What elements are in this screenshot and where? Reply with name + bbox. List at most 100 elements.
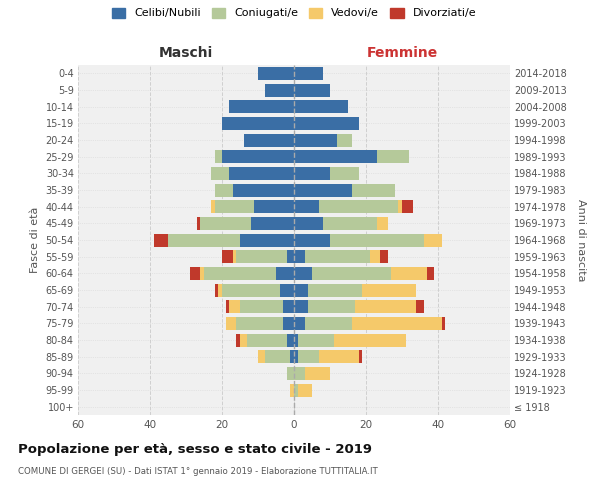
Bar — [258, 350, 265, 363]
Bar — [154, 234, 168, 246]
Bar — [236, 250, 287, 263]
Bar — [323, 217, 377, 230]
Bar — [287, 367, 294, 380]
Bar — [244, 134, 294, 146]
Bar — [287, 334, 294, 346]
Bar — [294, 250, 305, 263]
Bar — [294, 334, 298, 346]
Bar — [247, 334, 287, 346]
Bar — [294, 300, 308, 313]
Bar — [334, 334, 406, 346]
Bar — [359, 350, 362, 363]
Bar — [330, 234, 424, 246]
Bar — [276, 267, 294, 280]
Bar — [380, 250, 388, 263]
Y-axis label: Fasce di età: Fasce di età — [30, 207, 40, 273]
Bar — [312, 267, 391, 280]
Bar — [211, 200, 215, 213]
Bar — [308, 284, 362, 296]
Bar — [391, 267, 427, 280]
Bar — [330, 167, 359, 180]
Bar — [294, 200, 319, 213]
Bar — [294, 317, 305, 330]
Bar — [226, 300, 229, 313]
Bar — [236, 317, 283, 330]
Bar — [416, 300, 424, 313]
Bar — [229, 300, 240, 313]
Bar — [294, 67, 323, 80]
Text: Popolazione per età, sesso e stato civile - 2019: Popolazione per età, sesso e stato civil… — [18, 442, 372, 456]
Bar — [305, 250, 370, 263]
Bar — [294, 384, 298, 396]
Bar — [218, 284, 222, 296]
Bar — [168, 234, 240, 246]
Bar — [222, 150, 294, 163]
Bar — [370, 250, 380, 263]
Bar — [233, 184, 294, 196]
Bar — [294, 117, 359, 130]
Bar — [280, 284, 294, 296]
Bar — [215, 284, 218, 296]
Bar — [197, 217, 200, 230]
Y-axis label: Anni di nascita: Anni di nascita — [577, 198, 586, 281]
Bar — [215, 184, 233, 196]
Bar — [190, 267, 200, 280]
Bar — [287, 250, 294, 263]
Bar — [294, 167, 330, 180]
Bar — [229, 167, 294, 180]
Bar — [427, 267, 434, 280]
Bar — [283, 317, 294, 330]
Bar — [308, 300, 355, 313]
Bar — [294, 350, 298, 363]
Bar — [290, 350, 294, 363]
Bar — [258, 67, 294, 80]
Bar — [352, 317, 442, 330]
Bar — [319, 200, 398, 213]
Bar — [229, 100, 294, 113]
Bar — [211, 167, 229, 180]
Bar — [226, 317, 236, 330]
Bar — [294, 150, 377, 163]
Bar — [254, 200, 294, 213]
Bar — [222, 117, 294, 130]
Bar — [305, 317, 352, 330]
Bar — [222, 250, 233, 263]
Bar — [200, 267, 204, 280]
Bar — [265, 84, 294, 96]
Text: COMUNE DI GERGEI (SU) - Dati ISTAT 1° gennaio 2019 - Elaborazione TUTTITALIA.IT: COMUNE DI GERGEI (SU) - Dati ISTAT 1° ge… — [18, 468, 378, 476]
Bar — [377, 150, 409, 163]
Bar — [294, 234, 330, 246]
Bar — [402, 200, 413, 213]
Bar — [298, 350, 319, 363]
Bar — [265, 350, 290, 363]
Bar — [319, 350, 359, 363]
Bar — [240, 334, 247, 346]
Bar — [204, 267, 276, 280]
Bar — [294, 367, 305, 380]
Text: Femmine: Femmine — [367, 46, 437, 60]
Bar — [294, 134, 337, 146]
Bar — [424, 234, 442, 246]
Bar — [294, 217, 323, 230]
Bar — [294, 267, 312, 280]
Bar — [377, 217, 388, 230]
Bar — [294, 284, 308, 296]
Bar — [362, 284, 416, 296]
Bar — [222, 284, 280, 296]
Bar — [215, 150, 222, 163]
Bar — [337, 134, 352, 146]
Bar — [352, 184, 395, 196]
Bar — [200, 217, 251, 230]
Bar — [236, 334, 240, 346]
Bar — [298, 384, 312, 396]
Bar — [283, 300, 294, 313]
Text: Maschi: Maschi — [159, 46, 213, 60]
Legend: Celibi/Nubili, Coniugati/e, Vedovi/e, Divorziati/e: Celibi/Nubili, Coniugati/e, Vedovi/e, Di… — [112, 8, 476, 18]
Bar — [233, 250, 236, 263]
Bar — [240, 234, 294, 246]
Bar — [442, 317, 445, 330]
Bar — [294, 184, 352, 196]
Bar — [298, 334, 334, 346]
Bar — [398, 200, 402, 213]
Bar — [305, 367, 330, 380]
